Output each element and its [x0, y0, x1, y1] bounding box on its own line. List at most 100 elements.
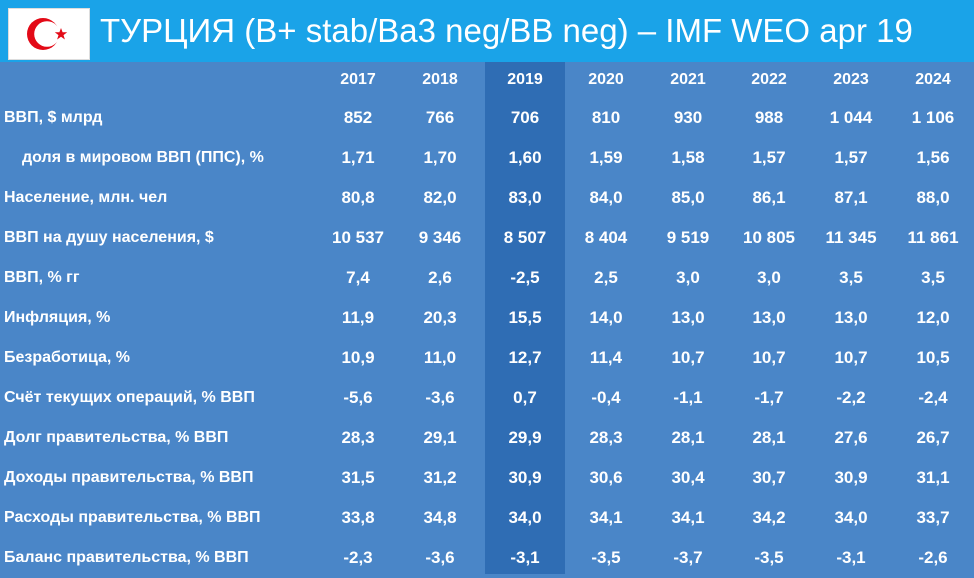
page-title: ТУРЦИЯ (B+ stab/Ba3 neg/BB neg) – IMF WE…: [100, 12, 913, 49]
table-cell: 9 519: [666, 228, 710, 247]
table-row: Доходы правительства, % ВВП 31,5 31,2 30,9 3…: [0, 458, 974, 498]
table-cell: 10 805: [743, 228, 795, 247]
table-cell: 30,4: [671, 468, 705, 487]
table-cell: 10,7: [834, 348, 868, 367]
table-cell: 1,60: [508, 148, 542, 167]
table-row: ВВП, % гг 7,4 2,6 -2,5 2,5 3,0 3,0 3,5 3,5: [0, 258, 974, 298]
table-cell: 3,0: [676, 268, 700, 287]
table-cell: 80,8: [341, 188, 375, 207]
table-cell: -3,5: [754, 548, 784, 567]
table-cell: 85,0: [671, 188, 705, 207]
table-cell: 30,9: [508, 468, 542, 487]
table-cell: 1,57: [834, 148, 868, 167]
table-cell: 1,71: [341, 148, 375, 167]
data-table: 2017 2018 2019 2020 2021 2022 2023 2024 …: [0, 62, 974, 578]
table-cell: 34,0: [834, 508, 868, 527]
table-row: ВВП на душу населения, $ 10 537 9 346 8 507…: [0, 218, 974, 258]
row-label: Инфляция, %: [4, 309, 111, 326]
table-cell: 28,3: [341, 428, 375, 447]
table-cell: 0,7: [513, 388, 537, 407]
table-cell: 3,5: [921, 268, 945, 287]
table-cell: 30,6: [589, 468, 623, 487]
table-cell: -5,6: [343, 388, 373, 407]
table-cell: -2,4: [918, 388, 948, 407]
table-body: ВВП, $ млрд 852 766 706 810 930 988 1 044 1 106 д…: [0, 98, 974, 578]
table-cell: 34,1: [671, 508, 705, 527]
year-header: 2017: [340, 71, 376, 88]
table-row: Инфляция, % 11,9 20,3 15,5 14,0 13,0 13,0 13,0 1…: [0, 298, 974, 338]
table-cell: 706: [510, 108, 540, 127]
table-cell: 11,9: [341, 308, 375, 327]
table-cell: 10,7: [671, 348, 705, 367]
table-cell: 1,56: [916, 148, 950, 167]
table-cell: 88,0: [916, 188, 950, 207]
table-cell: 12,7: [508, 348, 542, 367]
table-cell: 3,0: [757, 268, 781, 287]
table-cell: -3,6: [425, 388, 455, 407]
row-label: Доходы правительства, % ВВП: [4, 469, 254, 486]
table-cell: 31,1: [916, 468, 950, 487]
table-cell: 9 346: [418, 228, 462, 247]
table-cell: 13,0: [752, 308, 786, 327]
table-cell: 34,2: [752, 508, 786, 527]
table-cell: 31,2: [423, 468, 457, 487]
table-row: Расходы правительства, % ВВП 33,8 34,8 34,0…: [0, 498, 974, 538]
year-header: 2020: [588, 71, 624, 88]
table-cell: 33,8: [341, 508, 375, 527]
row-label: Население, млн. чел: [4, 189, 168, 206]
highlight-column-2019: [485, 62, 565, 574]
table-cell: 1 106: [911, 108, 955, 127]
year-header: 2018: [422, 71, 458, 88]
year-header: 2019: [507, 71, 543, 88]
table-cell: 8 404: [584, 228, 628, 247]
table-cell: 84,0: [589, 188, 623, 207]
row-label: Баланс правительства, % ВВП: [4, 549, 249, 566]
table-cell: 7,4: [346, 268, 370, 287]
table-cell: -2,2: [836, 388, 866, 407]
row-label: ВВП на душу населения, $: [4, 229, 214, 246]
table-cell: 1 044: [829, 108, 873, 127]
table-row: Население, млн. чел 80,8 82,0 83,0 84,0 85,0 8…: [0, 178, 974, 218]
table-cell: -3,1: [510, 548, 540, 567]
table-cell: 29,9: [508, 428, 542, 447]
row-label: доля в мировом ВВП (ППС), %: [22, 149, 264, 166]
table-cell: 86,1: [752, 188, 786, 207]
table-cell: 33,7: [916, 508, 950, 527]
year-header: 2023: [833, 71, 869, 88]
table-cell: 31,5: [341, 468, 375, 487]
table-cell: 2,5: [594, 268, 618, 287]
table-cell: 1,59: [589, 148, 623, 167]
table-cell: 28,1: [671, 428, 705, 447]
table-cell: 83,0: [508, 188, 542, 207]
table-cell: 11 861: [907, 228, 959, 247]
table-cell: 34,0: [508, 508, 542, 527]
table-cell: -1,1: [673, 388, 703, 407]
table-cell: 1,57: [752, 148, 786, 167]
table-cell: 988: [754, 108, 784, 127]
table-cell: 10 537: [332, 228, 384, 247]
table-cell: 12,0: [916, 308, 950, 327]
table-row: Долг правительства, % ВВП 28,3 29,1 29,9 28,…: [0, 418, 974, 458]
table-cell: 10,9: [341, 348, 375, 367]
table-cell: 2,6: [428, 268, 452, 287]
table-cell: 1,70: [423, 148, 457, 167]
table-cell: -3,7: [673, 548, 703, 567]
table-cell: 810: [591, 108, 621, 127]
table-cell: 11 345: [825, 228, 877, 247]
table-cell: 930: [673, 108, 703, 127]
table-cell: 20,3: [423, 308, 457, 327]
table-cell: 10,7: [752, 348, 786, 367]
year-header: 2022: [751, 71, 787, 88]
row-label: Долг правительства, % ВВП: [4, 429, 229, 446]
table-cell: -1,7: [754, 388, 784, 407]
table-cell: 28,3: [589, 428, 623, 447]
table-cell: -3,1: [836, 548, 866, 567]
table-cell: 34,1: [589, 508, 623, 527]
table-row: Счёт текущих операций, % ВВП -5,6 -3,6 0,7 -…: [0, 378, 974, 418]
header-bar: ТУРЦИЯ (B+ stab/Ba3 neg/BB neg) – IMF WE…: [0, 0, 974, 62]
table-cell: 29,1: [423, 428, 457, 447]
table-cell: 87,1: [834, 188, 868, 207]
table-row: Безработица, % 10,9 11,0 12,7 11,4 10,7 10,7 10…: [0, 338, 974, 378]
table-cell: 13,0: [834, 308, 868, 327]
table-cell: 82,0: [423, 188, 457, 207]
